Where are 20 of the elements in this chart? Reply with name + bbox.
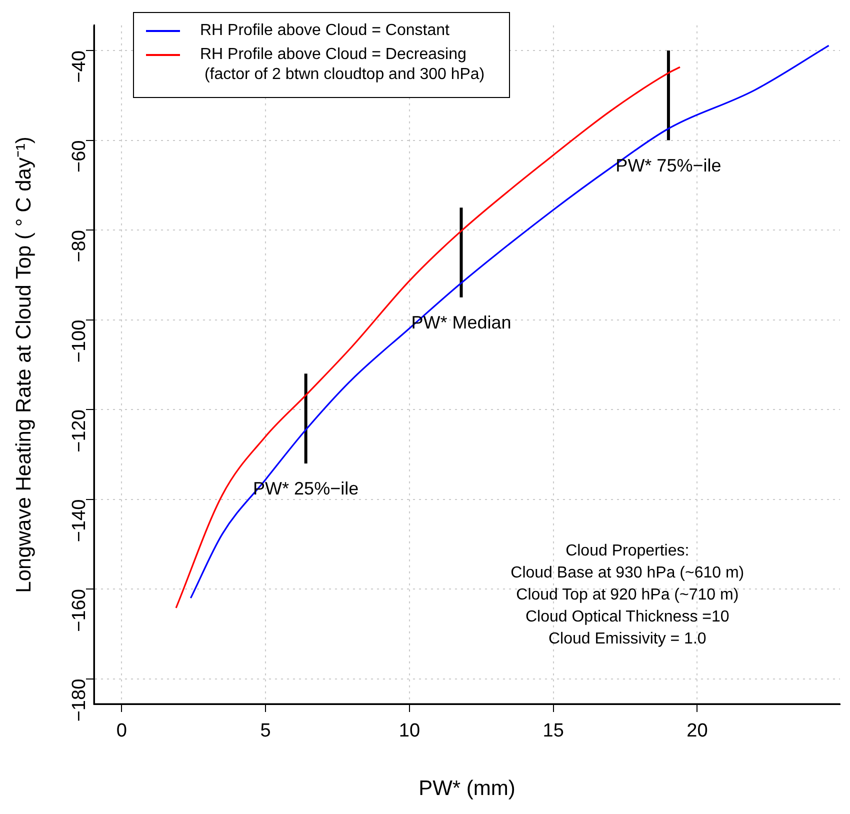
x-tick-label: 10	[398, 720, 420, 742]
legend-label: RH Profile above Cloud = Constant	[200, 21, 450, 41]
annotation: PW* 75%−ile	[616, 155, 722, 176]
y-tick-label: −100	[69, 320, 90, 363]
x-tick-label: 15	[542, 720, 564, 742]
x-tick-label: 5	[260, 720, 271, 742]
annotation: PW* Median	[411, 312, 512, 332]
annotation: Cloud Properties: Cloud Base at 930 hPa (~610 m) Cloud Top at 920 hPa (~710 m) Cloud Optical Thickness =10 Cloud Emissivity = 1.0	[510, 542, 744, 648]
x-tick-label: 20	[686, 720, 708, 742]
y-axis-title: Longwave Heating Rate at Cloud Top ( ° C day⁻¹)	[12, 136, 36, 593]
y-tick-label: −80	[69, 230, 90, 262]
y-tick-label: −140	[69, 499, 90, 542]
y-tick-label: −120	[69, 410, 90, 452]
x-tick-label: 0	[116, 720, 127, 742]
y-tick-label: −40	[69, 50, 90, 83]
x-axis-title: PW* (mm)	[418, 777, 516, 800]
y-tick-label: −160	[69, 589, 90, 632]
y-tick-label: −180	[69, 678, 90, 722]
y-tick-label: −60	[69, 140, 90, 173]
legend-label: RH Profile above Cloud = Decreasing (factor of 2 btwn cloudtop and 300 hPa)	[200, 45, 485, 85]
